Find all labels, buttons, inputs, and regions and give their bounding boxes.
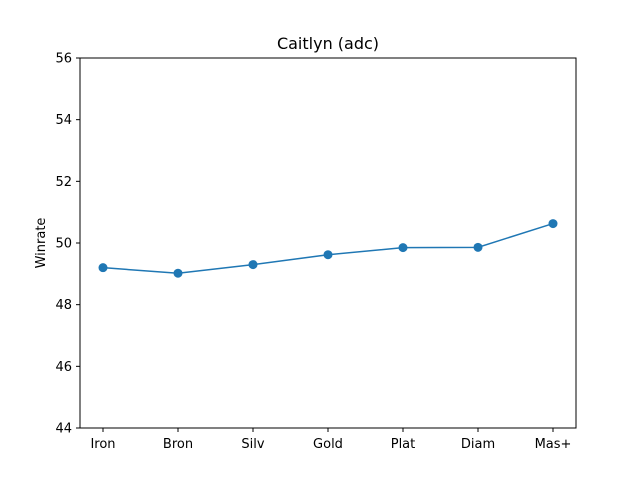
y-tick-label: 54 bbox=[55, 113, 72, 128]
plot-area-frame bbox=[79, 57, 577, 429]
data-point bbox=[548, 219, 558, 229]
chart-title: Caitlyn (adc) bbox=[277, 34, 379, 53]
y-tick-label: 44 bbox=[55, 422, 72, 437]
y-tick-label: 52 bbox=[55, 175, 72, 190]
data-point bbox=[398, 243, 408, 253]
data-point bbox=[473, 242, 483, 252]
y-axis-ticks: 44 46 48 50 52 54 56 bbox=[55, 52, 80, 437]
series-layer bbox=[98, 219, 558, 278]
y-tick-label: 46 bbox=[55, 360, 72, 375]
y-tick-label: 50 bbox=[55, 237, 72, 252]
y-axis-label: Winrate bbox=[34, 218, 49, 269]
data-point bbox=[248, 260, 258, 270]
x-tick-label: Silv bbox=[241, 437, 264, 452]
x-tick-label: Bron bbox=[163, 437, 193, 452]
data-point bbox=[323, 250, 333, 260]
data-point bbox=[98, 263, 108, 273]
y-tick-label: 56 bbox=[55, 52, 72, 67]
x-tick-label: Mas+ bbox=[535, 437, 572, 452]
x-axis-ticks: Iron Bron Silv Gold Plat Diam Mas+ bbox=[90, 428, 571, 452]
x-tick-label: Gold bbox=[313, 437, 343, 452]
x-tick-label: Diam bbox=[461, 437, 495, 452]
data-point bbox=[173, 268, 183, 278]
x-tick-label: Iron bbox=[90, 437, 115, 452]
y-tick-label: 48 bbox=[55, 298, 72, 313]
x-tick-label: Plat bbox=[391, 437, 416, 452]
